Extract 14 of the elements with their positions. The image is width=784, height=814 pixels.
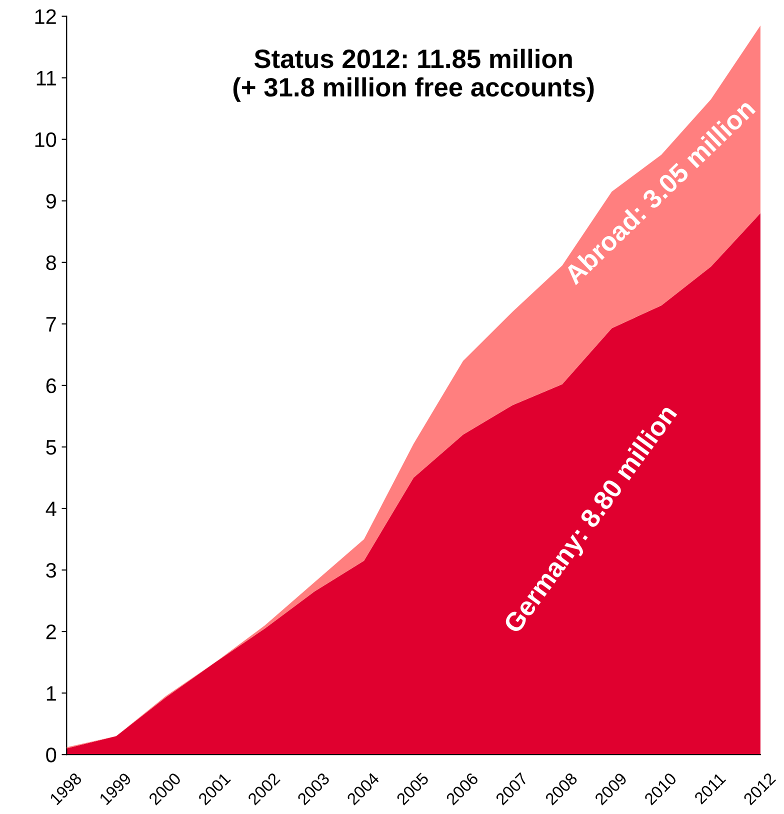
y-tick-label: 3 [46,563,56,578]
text: Status 2012: 11.85 million (+ 31.8 million free accounts) [233,48,594,102]
y-tick-label: 11 [36,71,56,86]
y-tick-label: 5 [46,440,56,455]
y-tick-label: 12 [35,9,56,24]
y-tick-label: 9 [46,194,56,209]
y-tick-label: 8 [46,255,56,270]
y-tick-label: 6 [46,378,56,394]
y-tick-label: 0 [46,748,56,762]
y-tick-label: 4 [46,502,56,516]
y-tick-label: 2 [46,624,56,640]
y-tick-label: 10 [35,132,56,148]
y-tick-label: 1 [46,686,56,701]
y-tick-label: 7 [46,317,56,332]
